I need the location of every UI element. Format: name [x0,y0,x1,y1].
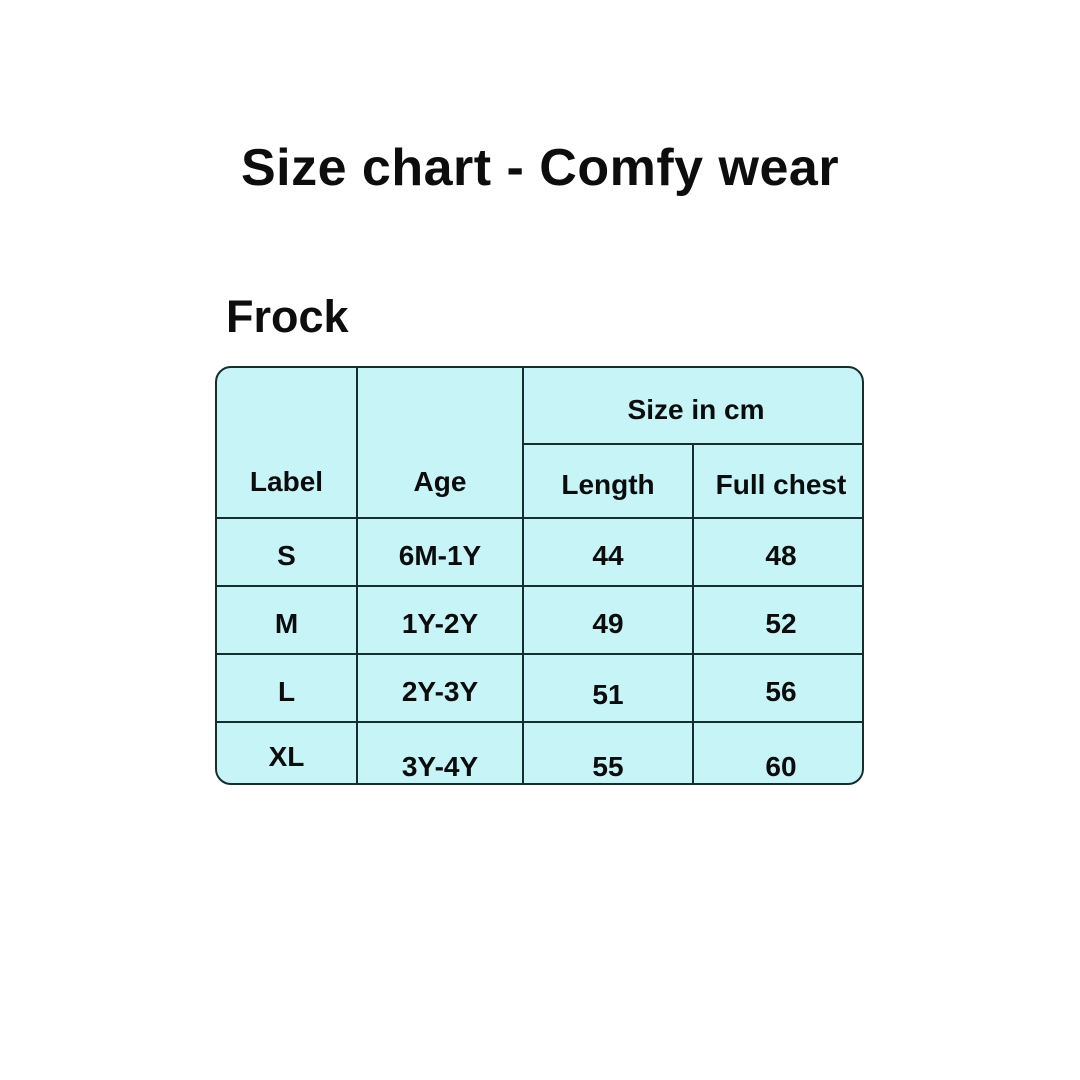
column-header-full-chest: Full chest [692,443,862,519]
header-row-group: Label Age Size in cm [217,368,862,519]
cell-l-full-chest: 56 [692,653,862,723]
table-row-s: S 6M-1Y 44 48 [217,517,862,587]
cell-l-label: L [217,653,358,723]
cell-l-age: 2Y-3Y [356,653,524,723]
cell-m-age: 1Y-2Y [356,585,524,655]
cell-s-age: 6M-1Y [356,517,524,587]
cell-xl-label: XL [217,721,358,783]
table-row-xl: XL 3Y-4Y 55 60 [217,721,862,783]
size-chart-table: Label Age Size in cm Length Full chest S… [215,366,864,785]
cell-xl-full-chest: 60 [692,721,862,783]
cell-s-full-chest: 48 [692,517,862,587]
cell-xl-age: 3Y-4Y [356,721,524,783]
group-header-size-in-cm: Size in cm [522,368,862,445]
column-header-label: Label [217,368,358,519]
cell-m-length: 49 [522,585,694,655]
cell-m-full-chest: 52 [692,585,862,655]
table-row-m: M 1Y-2Y 49 52 [217,585,862,655]
page-title: Size chart - Comfy wear [240,139,840,197]
cell-l-length: 51 [522,653,694,723]
header-row-columns: Length Full chest [217,443,862,519]
column-header-length: Length [522,443,694,519]
table-row-l: L 2Y-3Y 51 56 [217,653,862,723]
section-title: Frock [226,291,349,342]
cell-s-label: S [217,517,358,587]
cell-s-length: 44 [522,517,694,587]
cell-m-label: M [217,585,358,655]
size-table-grid: Label Age Size in cm Length Full chest S… [217,368,862,783]
cell-xl-length: 55 [522,721,694,783]
column-header-age: Age [356,368,524,519]
